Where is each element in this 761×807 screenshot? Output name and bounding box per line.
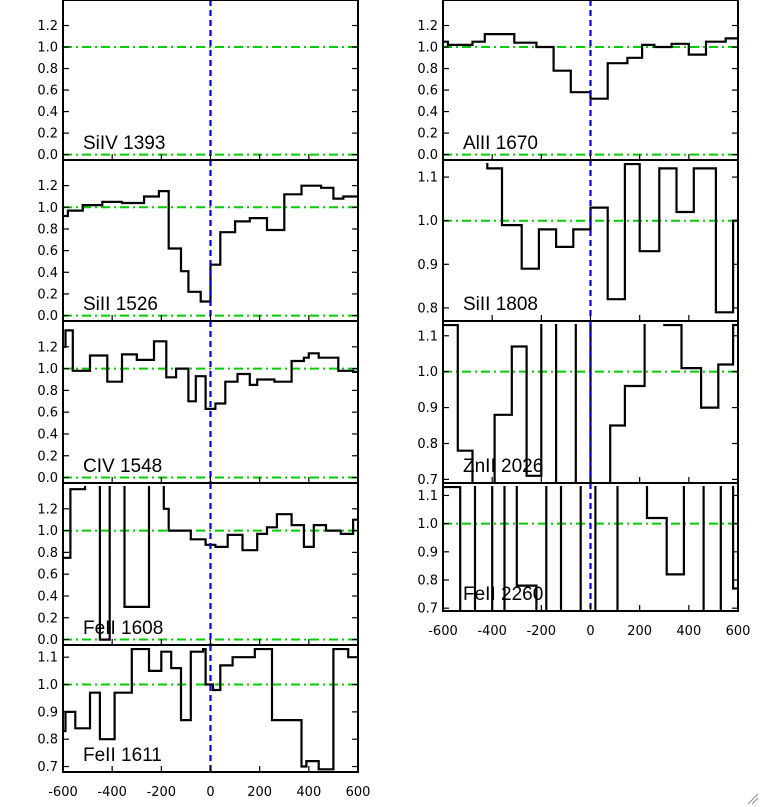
y-tick-label: 0.4: [37, 266, 58, 281]
panel-label: SiIV 1393: [83, 133, 165, 154]
panel-feii-1608: 0.0 0.2 0.4 0.6 0.8 1.0 1.2 FeII 1608: [37, 482, 359, 648]
y-tick-label: 0.9: [417, 401, 438, 416]
panel-siiv-1393: 0.0 0.2 0.4 0.6 0.8 1.0 1.2 SiIV 1393: [37, 0, 359, 163]
y-tick-label: 1.0: [37, 201, 58, 216]
y-tick-label: 1.0: [37, 41, 58, 56]
y-tick-label: 0.9: [417, 545, 438, 560]
spectrum-step-line: [63, 329, 358, 410]
panel-label: AlII 1670: [463, 133, 538, 154]
y-tick-label: 0.8: [37, 733, 58, 748]
y-tick-label: 0.6: [37, 406, 58, 421]
y-tick-label: 0.9: [37, 705, 58, 720]
x-tick-label: 0: [586, 624, 594, 639]
y-tick-label: 0.0: [417, 148, 438, 163]
x-tick-label: 200: [627, 624, 652, 639]
spectrum-step-line: [63, 648, 358, 771]
y-tick-label: 1.1: [37, 651, 58, 666]
y-tick-label: 0.2: [37, 287, 58, 302]
y-tick-label: 0.7: [417, 473, 438, 488]
y-tick-label: 1.2: [37, 179, 58, 194]
y-tick-label: 1.1: [417, 171, 438, 186]
y-tick-label: 0.6: [37, 244, 58, 259]
y-tick-label: 0.2: [417, 127, 438, 142]
y-tick-label: 1.0: [37, 678, 58, 693]
y-tick-label: 1.2: [37, 19, 58, 34]
x-tick-label: -600: [48, 785, 78, 800]
panel-label: FeII 1608: [83, 618, 163, 639]
y-tick-label: 0.0: [37, 471, 58, 486]
spectrum-step-line: [63, 184, 358, 303]
panel-znii-2026: 0.7 0.8 0.9 1.0 1.1 ZnII 2026: [417, 320, 739, 488]
y-tick-label: 0.4: [37, 427, 58, 442]
y-tick-label: 0.4: [37, 589, 58, 604]
panel-siii-1526: 0.0 0.2 0.4 0.6 0.8 1.0 1.2 SiII 1526: [37, 159, 359, 324]
y-tick-label: 1.2: [37, 340, 58, 355]
x-tick-label: -400: [97, 785, 127, 800]
y-tick-label: 0.9: [417, 258, 438, 273]
panel-siii-1808: 0.8 0.9 1.0 1.1 SiII 1808: [417, 159, 739, 322]
x-tick-label: 600: [346, 785, 371, 800]
y-tick-label: 0.0: [37, 148, 58, 163]
y-tick-label: 1.0: [37, 362, 58, 377]
y-tick-label: 0.4: [417, 105, 438, 120]
panel-alii-1670: 0.0 0.2 0.4 0.6 0.8 1.0 1.2 AlII 1670: [417, 0, 739, 163]
y-tick-label: 0.8: [37, 384, 58, 399]
y-tick-label: 0.2: [37, 127, 58, 142]
y-tick-label: 0.0: [37, 633, 58, 648]
y-tick-label: 0.6: [417, 84, 438, 99]
x-tick-label: 0: [206, 785, 214, 800]
spectrum-step-line: [486, 163, 738, 314]
panel-civ-1548: 0.0 0.2 0.4 0.6 0.8 1.0 1.2 CIV 1548: [37, 320, 359, 486]
panel-feii-1611: 0.7 0.8 0.9 1.0 1.1 FeII 1611 -600 -400 -200 0 200…: [37, 644, 371, 800]
y-tick-label: 0.8: [37, 62, 58, 77]
panel-label: FeII 2260: [463, 584, 543, 605]
y-tick-label: 0.2: [37, 449, 58, 464]
y-tick-label: 0.8: [37, 222, 58, 237]
y-tick-label: 0.8: [417, 437, 438, 452]
spectrum-step-line: [443, 486, 738, 611]
x-tick-label: 400: [296, 785, 321, 800]
y-tick-label: 0.6: [37, 568, 58, 583]
spectrum-step-line: [443, 33, 738, 100]
y-tick-label: 0.8: [37, 546, 58, 561]
y-tick-label: 1.0: [417, 365, 438, 380]
y-tick-label: 1.1: [417, 329, 438, 344]
panel-feii-2260: 0.7 0.8 0.9 1.0 1.1 FeII 2260 -600 -400 -200 0 200…: [417, 482, 751, 639]
y-tick-label: 0.8: [417, 574, 438, 589]
x-tick-label: 400: [676, 624, 701, 639]
y-tick-label: 0.8: [417, 62, 438, 77]
y-tick-label: 0.2: [37, 611, 58, 626]
panel-label: CIV 1548: [83, 456, 162, 477]
panel-label: FeII 1611: [83, 745, 162, 766]
y-tick-label: 0.4: [37, 105, 58, 120]
y-tick-label: 1.0: [417, 214, 438, 229]
y-tick-label: 1.2: [417, 19, 438, 34]
panel-label: ZnII 2026: [463, 456, 543, 477]
y-tick-label: 0.0: [37, 309, 58, 324]
panel-label: SiII 1526: [83, 294, 158, 315]
y-tick-label: 1.2: [37, 502, 58, 517]
x-tick-label: -600: [428, 624, 458, 639]
panel-label: SiII 1808: [463, 294, 538, 315]
y-tick-label: 0.6: [37, 84, 58, 99]
resize-grip-icon: [747, 793, 759, 805]
y-tick-label: 0.7: [417, 602, 438, 617]
y-tick-label: 1.1: [417, 489, 438, 504]
x-tick-label: 600: [726, 624, 751, 639]
spectrum-step-line: [63, 486, 358, 641]
y-tick-label: 1.0: [37, 524, 58, 539]
x-tick-label: 200: [247, 785, 272, 800]
x-tick-label: -200: [147, 785, 177, 800]
y-tick-label: 0.7: [37, 760, 58, 775]
y-tick-label: 1.0: [417, 517, 438, 532]
x-tick-label: -200: [527, 624, 557, 639]
y-tick-label: 1.0: [417, 41, 438, 56]
x-tick-label: -400: [477, 624, 507, 639]
y-tick-label: 0.8: [417, 301, 438, 316]
